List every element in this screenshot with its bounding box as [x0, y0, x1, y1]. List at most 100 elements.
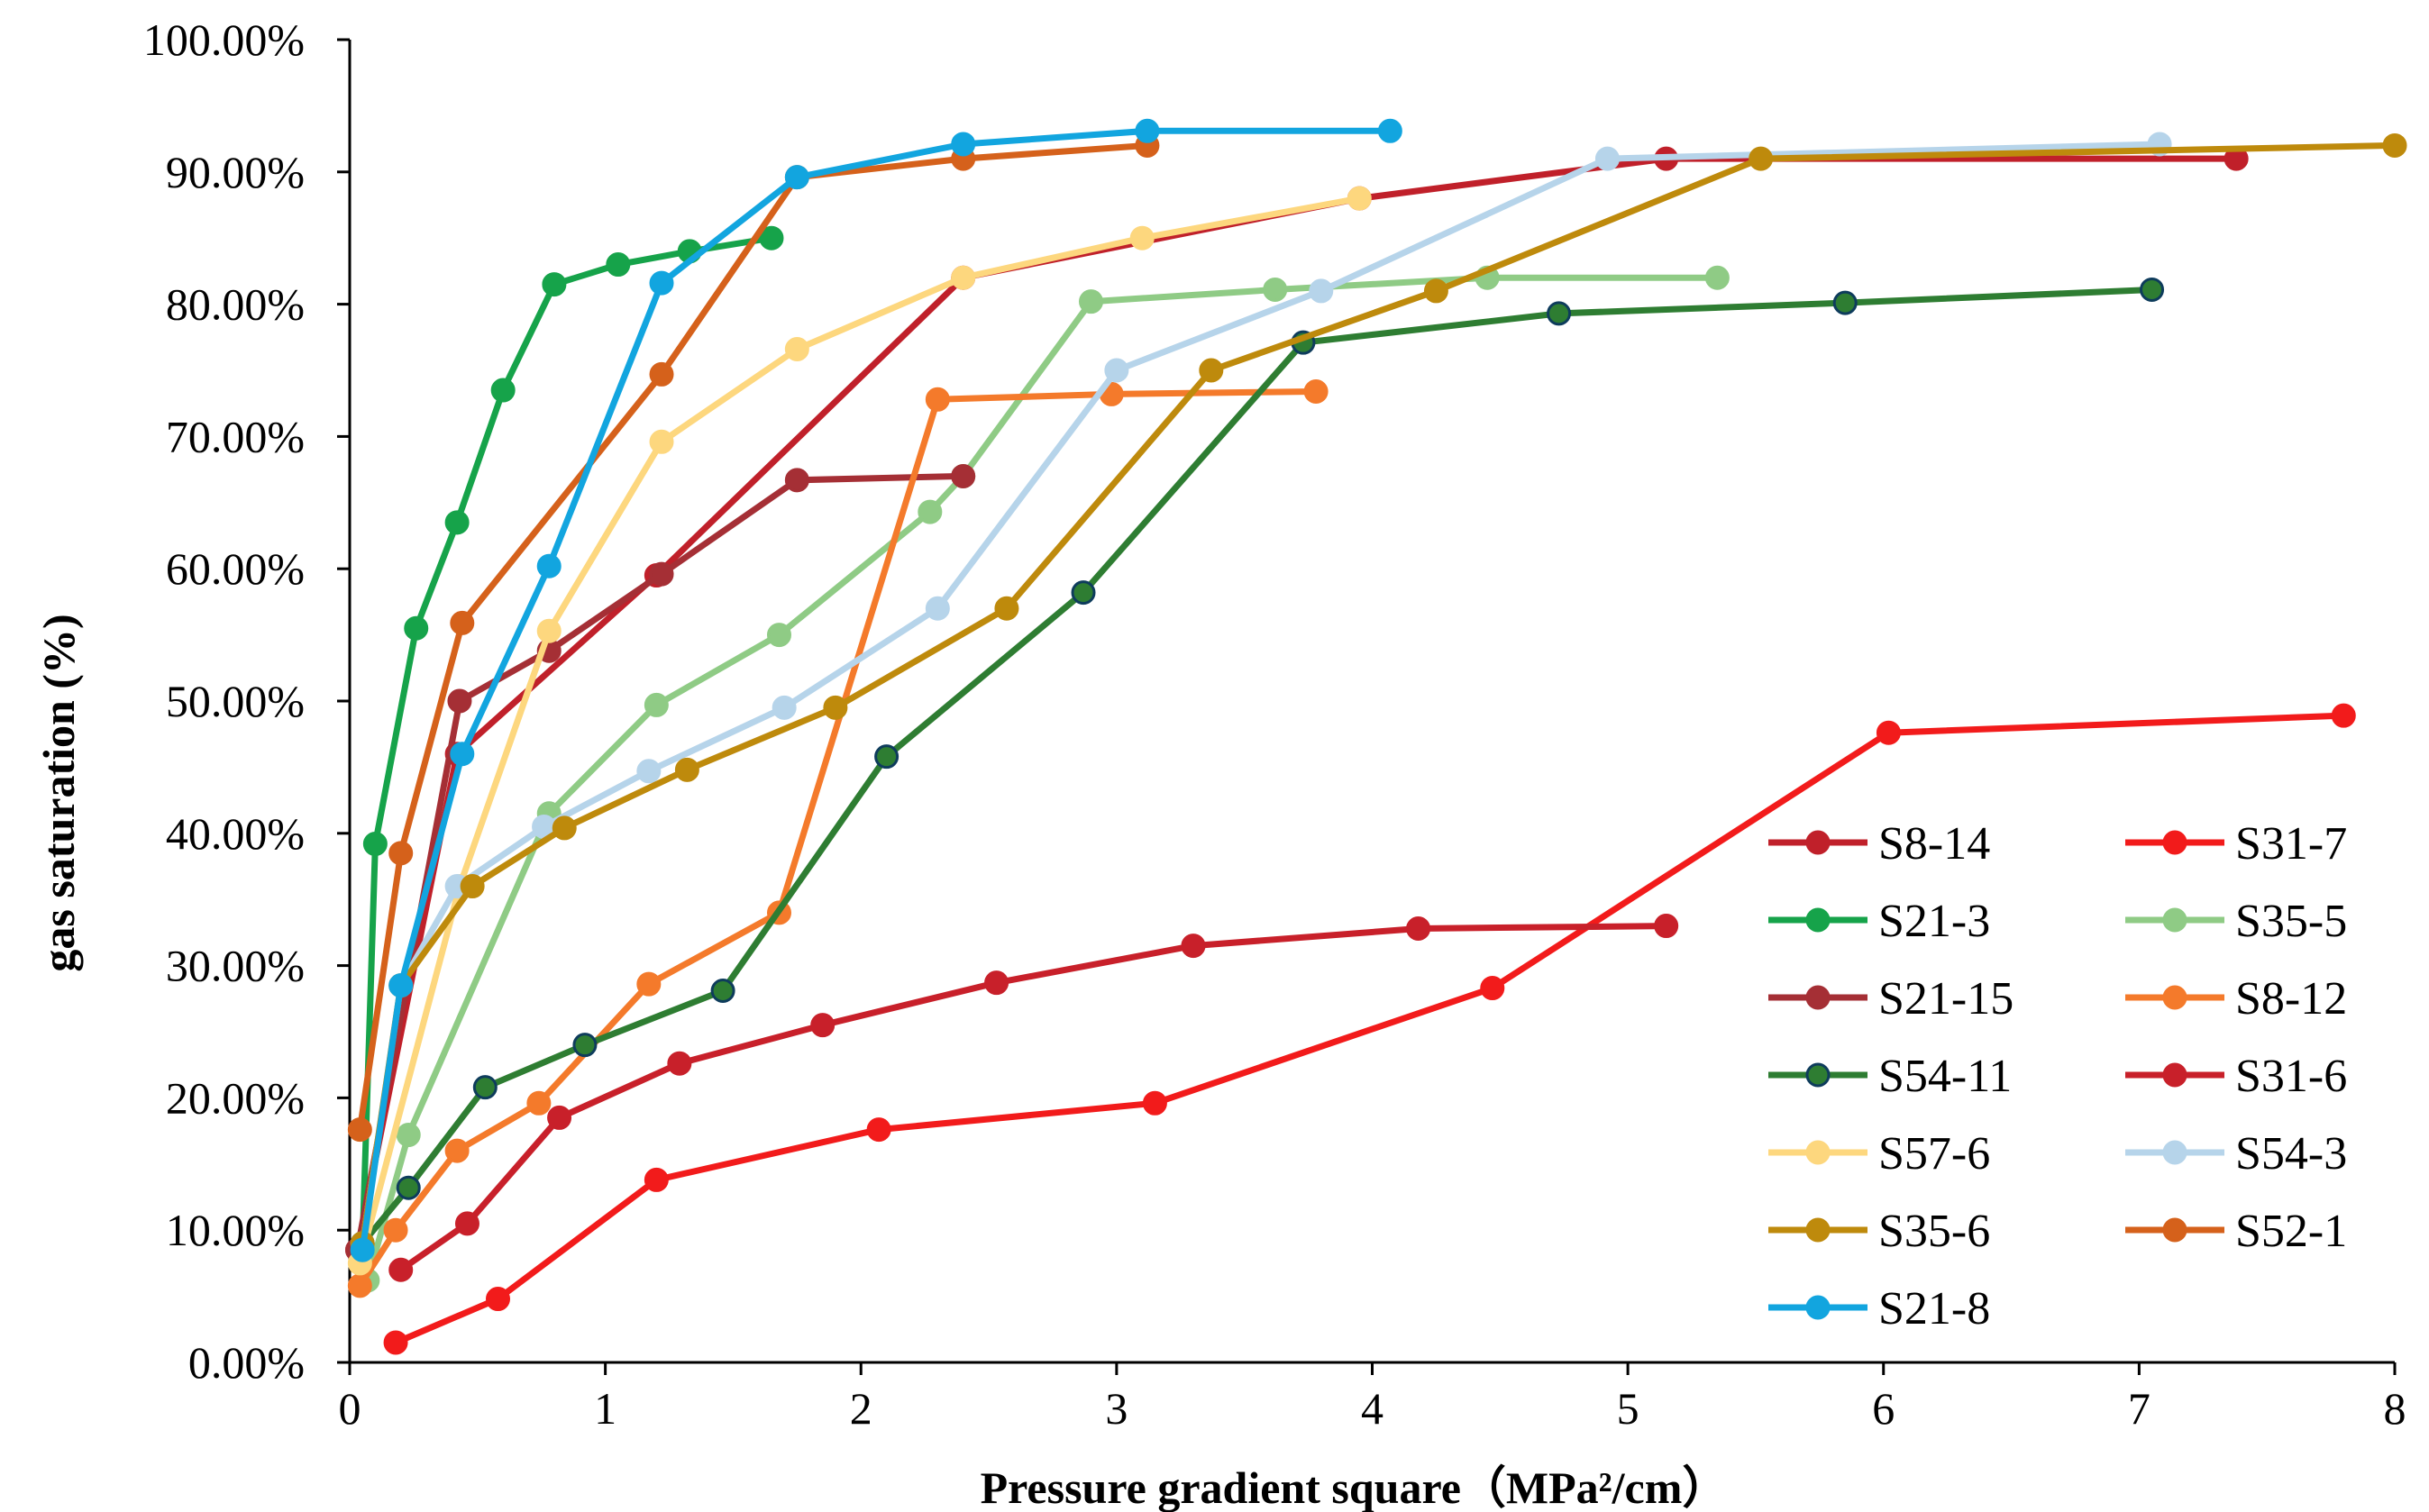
y-tick-label: 0.00%: [188, 1337, 305, 1388]
series-s21-3: [350, 225, 784, 1256]
data-point-s57-6: [1347, 186, 1372, 211]
data-point-s21-8: [951, 132, 976, 157]
legend-swatch-marker: [1805, 1062, 1831, 1088]
legend-item-s35-5: S35-5: [2125, 896, 2347, 947]
data-point-s21-3: [759, 225, 784, 250]
series-s8-12: [347, 378, 1329, 1298]
series-line-s8-12: [356, 388, 1320, 1289]
legend-label: S31-7: [2235, 818, 2347, 870]
data-point-s31-6: [388, 1257, 414, 1282]
data-point-s31-7: [1142, 1090, 1167, 1116]
series-s31-6: [388, 914, 1679, 1282]
legend-swatch-marker: [2162, 907, 2187, 933]
legend-swatch-marker: [1805, 1140, 1831, 1165]
legend-item-s35-6: S35-6: [1768, 1206, 1990, 1257]
data-point-s57-6: [784, 337, 809, 362]
data-point-s21-3: [542, 272, 567, 297]
data-point-s52-1: [450, 610, 475, 635]
data-point-s35-6: [460, 874, 485, 899]
data-point-s31-7: [1480, 976, 1505, 1001]
data-point-s54-11: [1547, 301, 1572, 326]
legend-label: S31-6: [2235, 1051, 2347, 1102]
data-point-s21-15: [951, 463, 976, 488]
data-point-s54-11: [472, 1075, 498, 1100]
data-point-s21-15: [649, 561, 674, 587]
data-point-s57-6: [951, 265, 976, 290]
data-point-s31-6: [454, 1211, 479, 1236]
data-point-s54-11: [710, 978, 735, 1003]
data-point-s31-6: [667, 1051, 692, 1076]
axes: 0.00% 10.00% 20.00% 30.00% 40.00% 50.00% 60.00…: [143, 14, 2406, 1434]
legend-swatch-marker: [2162, 1062, 2187, 1088]
legend-item-s54-3: S54-3: [2125, 1128, 2347, 1180]
legend: S8-14 S31-7 S21-3 S35-5 S21-15 S8-12 S54-11 S31…: [1768, 818, 2347, 1334]
x-tick-label: 4: [1361, 1383, 1383, 1434]
data-point-s31-6: [1654, 914, 1679, 939]
y-tick-label: 10.00%: [166, 1205, 305, 1255]
data-point-s54-3: [1104, 358, 1129, 383]
x-axis-title: Pressure gradient square（MPa²/cm）: [981, 1462, 1728, 1512]
data-point-s21-8: [1377, 118, 1402, 143]
legend-label: S35-6: [1878, 1206, 1990, 1257]
data-point-s8-12: [383, 1217, 408, 1243]
data-point-s31-7: [1876, 720, 1901, 745]
legend-item-s8-12: S8-12: [2125, 973, 2347, 1025]
legend-label: S54-3: [2235, 1128, 2347, 1180]
data-point-s31-6: [1181, 934, 1206, 959]
legend-label: S21-15: [1878, 973, 2014, 1025]
y-tick-label: 50.00%: [166, 676, 305, 726]
legend-item-s21-15: S21-15: [1768, 973, 2014, 1025]
data-point-s57-6: [649, 429, 674, 454]
data-point-s31-6: [810, 1013, 836, 1038]
series-line-s35-5: [364, 274, 1721, 1284]
legend-label: S21-3: [1878, 896, 1990, 947]
legend-item-s31-7: S31-7: [2125, 818, 2347, 870]
legend-swatch-marker: [1805, 830, 1831, 855]
series-line-s31-6: [397, 923, 1670, 1273]
data-point-s21-3: [404, 615, 429, 641]
x-tick-label: 2: [850, 1383, 872, 1434]
data-point-s54-11: [1071, 580, 1096, 606]
data-point-s57-6: [536, 618, 562, 643]
data-point-s54-3: [925, 596, 950, 621]
data-point-s21-3: [444, 510, 470, 535]
legend-item-s31-6: S31-6: [2125, 1051, 2347, 1102]
series-line-s31-7: [392, 712, 2347, 1346]
series-s31-7: [383, 703, 2356, 1355]
data-point-s35-5: [644, 692, 669, 717]
legend-label: S52-1: [2235, 1206, 2347, 1257]
data-point-s35-6: [1423, 278, 1448, 304]
legend-swatch-marker: [2162, 830, 2187, 855]
data-point-s35-6: [1749, 146, 1774, 171]
data-point-s54-11: [396, 1175, 421, 1200]
data-point-s21-8: [350, 1237, 375, 1262]
data-point-s35-5: [918, 499, 943, 524]
legend-item-s8-14: S8-14: [1768, 818, 1990, 870]
x-tick-label: 7: [2128, 1383, 2150, 1434]
series-s21-8: [350, 118, 1402, 1262]
data-point-s54-3: [636, 759, 662, 784]
data-point-s21-8: [536, 553, 562, 578]
data-point-s21-8: [649, 270, 674, 296]
data-point-s52-1: [649, 361, 674, 387]
data-point-s57-6: [1129, 225, 1155, 250]
data-point-s31-6: [984, 970, 1009, 996]
y-tick-label: 100.00%: [143, 14, 305, 65]
x-tick-label: 8: [2384, 1383, 2406, 1434]
data-point-s35-5: [1263, 277, 1288, 302]
series-layer: [345, 118, 2407, 1355]
data-point-s35-6: [674, 757, 699, 782]
legend-swatch-marker: [1805, 985, 1831, 1010]
data-point-s8-12: [526, 1090, 552, 1116]
data-point-s54-11: [874, 744, 899, 770]
data-point-s54-3: [1594, 146, 1620, 171]
x-tick-label: 3: [1105, 1383, 1128, 1434]
x-tick-label: 6: [1872, 1383, 1895, 1434]
legend-swatch-marker: [1805, 907, 1831, 933]
legend-swatch-marker: [2162, 1217, 2187, 1243]
legend-label: S54-11: [1878, 1051, 2012, 1102]
y-tick-label: 30.00%: [166, 941, 305, 991]
legend-swatch-marker: [2162, 985, 2187, 1010]
legend-label: S21-8: [1878, 1283, 1990, 1334]
y-axis-title: gas saturation (%): [33, 614, 84, 971]
